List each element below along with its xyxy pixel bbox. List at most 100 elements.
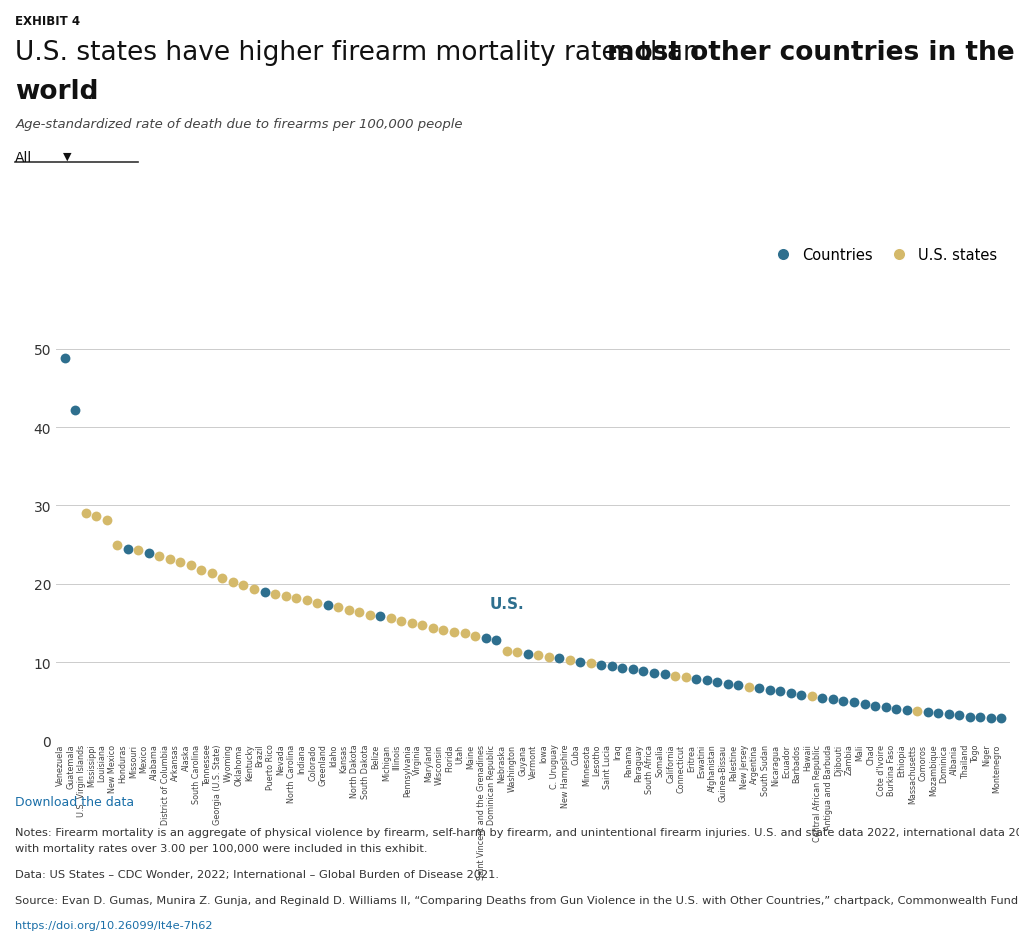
Point	[613, 661, 630, 676]
Point	[698, 673, 714, 688]
Point	[67, 403, 84, 418]
Point	[319, 598, 335, 613]
Text: most other countries in the: most other countries in the	[606, 40, 1014, 66]
Point	[392, 614, 409, 629]
Point	[835, 694, 851, 709]
Point	[603, 659, 620, 674]
Point	[141, 547, 157, 562]
Point	[687, 671, 703, 686]
Text: https://doi.org/10.26099/lt4e-7h62: https://doi.org/10.26099/lt4e-7h62	[15, 920, 213, 931]
Point	[235, 579, 252, 594]
Text: with mortality rates over 3.00 per 100,000 were included in this exhibit.: with mortality rates over 3.00 per 100,0…	[15, 843, 427, 853]
Point	[813, 690, 829, 705]
Point	[845, 695, 861, 710]
Point	[950, 708, 966, 723]
Point	[718, 676, 735, 691]
Point	[593, 657, 609, 672]
Point	[287, 591, 304, 606]
Point	[582, 656, 598, 671]
Text: Age-standardized rate of death due to firearms per 100,000 people: Age-standardized rate of death due to fi…	[15, 118, 463, 131]
Point	[340, 602, 357, 617]
Point	[561, 652, 578, 667]
Point	[193, 563, 209, 578]
Point	[761, 683, 777, 698]
Point	[572, 654, 588, 669]
Point	[782, 685, 798, 700]
Legend: Countries, U.S. states: Countries, U.S. states	[761, 242, 1002, 268]
Point	[508, 645, 525, 660]
Point	[898, 703, 914, 718]
Point	[519, 647, 535, 662]
Point	[77, 506, 94, 521]
Point	[246, 582, 262, 597]
Point	[856, 697, 872, 712]
Text: Data: US States – CDC Wonder, 2022; International – Global Burden of Disease 202: Data: US States – CDC Wonder, 2022; Inte…	[15, 869, 499, 880]
Text: Notes: Firearm mortality is an aggregate of physical violence by firearm, self-h: Notes: Firearm mortality is an aggregate…	[15, 827, 1019, 837]
Point	[56, 351, 72, 366]
Point	[119, 542, 136, 557]
Text: Download the data: Download the data	[15, 795, 135, 808]
Point	[940, 707, 956, 722]
Point	[550, 651, 567, 666]
Text: world: world	[15, 79, 99, 106]
Point	[204, 565, 220, 581]
Point	[876, 700, 893, 715]
Point	[919, 704, 935, 719]
Point	[182, 558, 199, 573]
Text: U.S. states have higher firearm mortality rates than: U.S. states have higher firearm mortalit…	[15, 40, 708, 66]
Point	[256, 584, 272, 599]
Text: EXHIBIT 4: EXHIBIT 4	[15, 15, 81, 28]
Point	[351, 605, 367, 620]
Point	[330, 600, 346, 615]
Point	[645, 666, 661, 681]
Point	[740, 680, 756, 695]
Point	[99, 513, 115, 528]
Point	[498, 644, 515, 659]
Point	[129, 543, 146, 558]
Point	[161, 551, 177, 566]
Point	[750, 681, 766, 696]
Point	[971, 710, 987, 725]
Point	[487, 633, 503, 649]
Point	[467, 629, 483, 644]
Point	[109, 537, 125, 552]
Text: ▼: ▼	[63, 151, 71, 161]
Point	[666, 668, 683, 683]
Point	[362, 607, 378, 622]
Point	[625, 662, 641, 677]
Text: U.S.: U.S.	[489, 597, 524, 612]
Point	[277, 588, 293, 603]
Point	[981, 711, 998, 726]
Point	[793, 687, 809, 702]
Point	[414, 618, 430, 633]
Point	[771, 684, 788, 700]
Point	[824, 692, 841, 707]
Point	[445, 625, 462, 640]
Text: .: .	[85, 79, 93, 106]
Point	[455, 626, 472, 641]
Point	[993, 711, 1009, 726]
Point	[172, 555, 189, 570]
Point	[635, 664, 651, 679]
Point	[214, 570, 230, 585]
Point	[540, 649, 556, 665]
Point	[961, 709, 977, 724]
Point	[88, 510, 104, 525]
Point	[677, 670, 693, 685]
Point	[151, 549, 167, 565]
Point	[803, 689, 819, 704]
Point	[299, 593, 315, 608]
Point	[708, 675, 725, 690]
Point	[435, 623, 451, 638]
Point	[656, 666, 673, 682]
Point	[224, 575, 240, 590]
Point	[888, 701, 904, 716]
Point	[530, 649, 546, 664]
Point	[730, 678, 746, 693]
Point	[477, 631, 493, 646]
Point	[908, 703, 924, 718]
Point	[309, 596, 325, 611]
Point	[382, 611, 398, 626]
Point	[929, 706, 946, 721]
Point	[267, 587, 283, 602]
